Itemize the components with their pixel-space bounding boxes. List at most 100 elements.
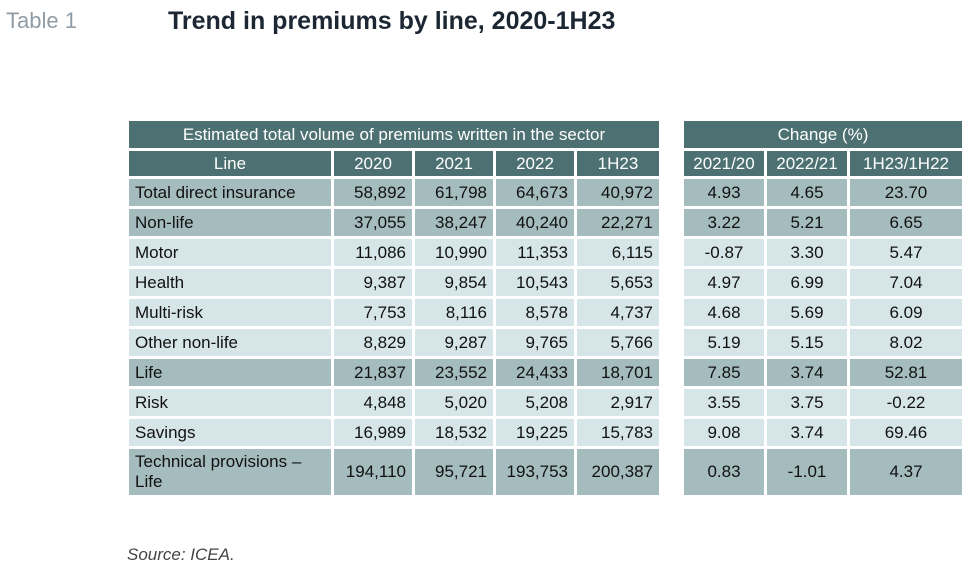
cell-2020: 16,989 bbox=[334, 419, 412, 446]
cell-2021-20: 3.22 bbox=[684, 209, 764, 236]
table-row: Other non-life 8,829 9,287 9,765 5,766 5… bbox=[129, 329, 962, 356]
cell-1h23: 4,737 bbox=[577, 299, 659, 326]
cell-line: Health bbox=[129, 269, 331, 296]
cell-2022-21: 6.99 bbox=[767, 269, 847, 296]
cell-1h23: 18,701 bbox=[577, 359, 659, 386]
column-gap bbox=[662, 269, 681, 296]
table-number-label: Table 1 bbox=[6, 8, 77, 33]
col-header-2022: 2022 bbox=[496, 151, 574, 176]
table-row: Savings 16,989 18,532 19,225 15,783 9.08… bbox=[129, 419, 962, 446]
col-header-2020: 2020 bbox=[334, 151, 412, 176]
volume-group-header: Estimated total volume of premiums writt… bbox=[129, 121, 659, 148]
cell-line: Non-life bbox=[129, 209, 331, 236]
cell-line: Motor bbox=[129, 239, 331, 266]
page-title: Trend in premiums by line, 2020-1H23 bbox=[168, 7, 616, 35]
table-row: Motor 11,086 10,990 11,353 6,115 -0.87 3… bbox=[129, 239, 962, 266]
change-group-header: Change (%) bbox=[684, 121, 962, 148]
cell-2022-21: -1.01 bbox=[767, 449, 847, 495]
premiums-table: Estimated total volume of premiums writt… bbox=[126, 118, 965, 498]
cell-2022: 11,353 bbox=[496, 239, 574, 266]
column-gap bbox=[662, 359, 681, 386]
cell-1h23: 22,271 bbox=[577, 209, 659, 236]
column-gap bbox=[662, 449, 681, 495]
cell-1h23-1h22: 6.09 bbox=[850, 299, 962, 326]
cell-2022: 10,543 bbox=[496, 269, 574, 296]
cell-1h23: 6,115 bbox=[577, 239, 659, 266]
cell-2021-20: 3.55 bbox=[684, 389, 764, 416]
cell-line: Life bbox=[129, 359, 331, 386]
cell-2022-21: 3.74 bbox=[767, 419, 847, 446]
cell-2021: 61,798 bbox=[415, 179, 493, 206]
column-gap bbox=[662, 121, 681, 148]
cell-2022: 24,433 bbox=[496, 359, 574, 386]
column-gap bbox=[662, 329, 681, 356]
source-note: Source: ICEA. bbox=[127, 545, 235, 564]
cell-1h23-1h22: 69.46 bbox=[850, 419, 962, 446]
cell-1h23-1h22: 52.81 bbox=[850, 359, 962, 386]
cell-2022: 193,753 bbox=[496, 449, 574, 495]
cell-2020: 37,055 bbox=[334, 209, 412, 236]
cell-2021: 8,116 bbox=[415, 299, 493, 326]
cell-2021: 23,552 bbox=[415, 359, 493, 386]
cell-2022-21: 3.30 bbox=[767, 239, 847, 266]
column-gap bbox=[662, 179, 681, 206]
col-header-1h23: 1H23 bbox=[577, 151, 659, 176]
col-header-line: Line bbox=[129, 151, 331, 176]
cell-2022: 5,208 bbox=[496, 389, 574, 416]
table-row: Life 21,837 23,552 24,433 18,701 7.85 3.… bbox=[129, 359, 962, 386]
table-row: Risk 4,848 5,020 5,208 2,917 3.55 3.75 -… bbox=[129, 389, 962, 416]
cell-line: Risk bbox=[129, 389, 331, 416]
cell-2021-20: 4.97 bbox=[684, 269, 764, 296]
cell-2020: 7,753 bbox=[334, 299, 412, 326]
cell-2021-20: 0.83 bbox=[684, 449, 764, 495]
cell-2021-20: 4.68 bbox=[684, 299, 764, 326]
cell-2020: 8,829 bbox=[334, 329, 412, 356]
cell-2022-21: 3.74 bbox=[767, 359, 847, 386]
cell-2021-20: 9.08 bbox=[684, 419, 764, 446]
cell-2022: 40,240 bbox=[496, 209, 574, 236]
column-gap bbox=[662, 389, 681, 416]
cell-1h23: 5,653 bbox=[577, 269, 659, 296]
cell-1h23-1h22: 5.47 bbox=[850, 239, 962, 266]
cell-2020: 194,110 bbox=[334, 449, 412, 495]
cell-2022-21: 3.75 bbox=[767, 389, 847, 416]
col-header-1h23-1h22: 1H23/1H22 bbox=[850, 151, 962, 176]
column-gap bbox=[662, 299, 681, 326]
cell-line: Technical provisions – Life bbox=[129, 449, 331, 495]
cell-2020: 4,848 bbox=[334, 389, 412, 416]
cell-2021-20: 4.93 bbox=[684, 179, 764, 206]
table-row: Total direct insurance 58,892 61,798 64,… bbox=[129, 179, 962, 206]
cell-2021: 95,721 bbox=[415, 449, 493, 495]
cell-2022: 9,765 bbox=[496, 329, 574, 356]
cell-2022: 64,673 bbox=[496, 179, 574, 206]
cell-line: Savings bbox=[129, 419, 331, 446]
column-gap bbox=[662, 239, 681, 266]
cell-1h23-1h22: 8.02 bbox=[850, 329, 962, 356]
cell-2021: 10,990 bbox=[415, 239, 493, 266]
cell-line: Total direct insurance bbox=[129, 179, 331, 206]
cell-1h23-1h22: 6.65 bbox=[850, 209, 962, 236]
cell-2020: 58,892 bbox=[334, 179, 412, 206]
table-row: Multi-risk 7,753 8,116 8,578 4,737 4.68 … bbox=[129, 299, 962, 326]
cell-2021: 9,854 bbox=[415, 269, 493, 296]
cell-1h23: 200,387 bbox=[577, 449, 659, 495]
table-row: Technical provisions – Life 194,110 95,7… bbox=[129, 449, 962, 495]
cell-1h23: 40,972 bbox=[577, 179, 659, 206]
col-header-2021: 2021 bbox=[415, 151, 493, 176]
column-gap bbox=[662, 151, 681, 176]
column-gap bbox=[662, 209, 681, 236]
cell-1h23: 2,917 bbox=[577, 389, 659, 416]
cell-2021-20: 7.85 bbox=[684, 359, 764, 386]
cell-2020: 11,086 bbox=[334, 239, 412, 266]
cell-2020: 21,837 bbox=[334, 359, 412, 386]
cell-1h23: 15,783 bbox=[577, 419, 659, 446]
cell-2021: 18,532 bbox=[415, 419, 493, 446]
cell-2022-21: 5.21 bbox=[767, 209, 847, 236]
cell-1h23-1h22: 4.37 bbox=[850, 449, 962, 495]
cell-1h23-1h22: -0.22 bbox=[850, 389, 962, 416]
cell-2021-20: 5.19 bbox=[684, 329, 764, 356]
cell-2022: 19,225 bbox=[496, 419, 574, 446]
cell-2022-21: 5.69 bbox=[767, 299, 847, 326]
table-row: Health 9,387 9,854 10,543 5,653 4.97 6.9… bbox=[129, 269, 962, 296]
cell-1h23: 5,766 bbox=[577, 329, 659, 356]
